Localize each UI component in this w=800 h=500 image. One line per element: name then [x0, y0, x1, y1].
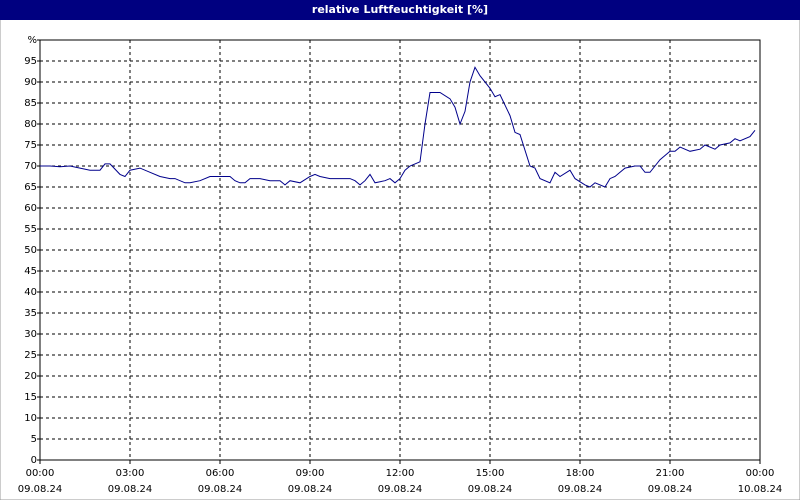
y-tick-label: 45 — [24, 266, 37, 277]
x-tick-label: 09.08.24 — [558, 484, 603, 495]
y-tick-label: 15 — [24, 392, 37, 403]
y-tick-label: 65 — [24, 182, 37, 193]
x-tick-label: 18:00 — [566, 468, 595, 479]
x-tick-label: 06:00 — [206, 468, 235, 479]
x-tick-label: 09:00 — [296, 468, 325, 479]
x-tick-label: 12:00 — [386, 468, 415, 479]
x-tick-label: 09.08.24 — [648, 484, 693, 495]
x-tick-label: 09.08.24 — [468, 484, 513, 495]
y-tick-label: 40 — [24, 287, 37, 298]
y-tick-label: 55 — [24, 224, 37, 235]
y-tick-label: 0 — [31, 455, 37, 466]
title-bar — [0, 0, 800, 20]
y-tick-label: 35 — [24, 308, 37, 319]
x-tick-label: 09.08.24 — [18, 484, 63, 495]
x-tick-label: 09.08.24 — [198, 484, 243, 495]
x-tick-label: 21:00 — [656, 468, 685, 479]
x-tick-label: 15:00 — [476, 468, 505, 479]
y-tick-label: 80 — [24, 119, 37, 130]
x-tick-label: 00:00 — [26, 468, 55, 479]
y-tick-label: 85 — [24, 98, 37, 109]
x-tick-label: 10.08.24 — [738, 484, 783, 495]
y-tick-label: 10 — [24, 413, 37, 424]
y-tick-label: 95 — [24, 56, 37, 67]
chart-title: relative Luftfeuchtigkeit [%] — [312, 3, 488, 16]
y-tick-label: 60 — [24, 203, 37, 214]
x-tick-label: 09.08.24 — [378, 484, 423, 495]
x-tick-label: 09.08.24 — [288, 484, 333, 495]
x-tick-label: 09.08.24 — [108, 484, 153, 495]
x-tick-label: 03:00 — [116, 468, 145, 479]
y-tick-label: 20 — [24, 371, 37, 382]
x-tick-label: 00:00 — [746, 468, 775, 479]
y-tick-label: % — [27, 35, 37, 46]
y-tick-label: 75 — [24, 140, 37, 151]
y-tick-label: 30 — [24, 329, 37, 340]
y-tick-label: 25 — [24, 350, 37, 361]
y-tick-label: 5 — [31, 434, 37, 445]
y-tick-label: 90 — [24, 77, 37, 88]
y-tick-label: 70 — [24, 161, 37, 172]
y-tick-label: 50 — [24, 245, 37, 256]
data-line — [40, 66, 756, 188]
